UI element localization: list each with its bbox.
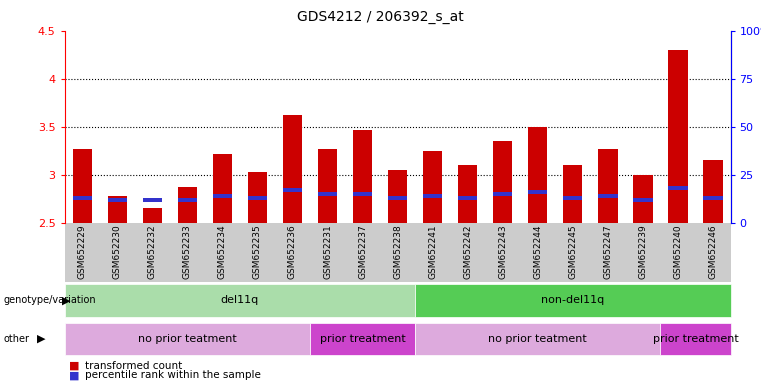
Bar bbox=[458, 196, 477, 200]
Bar bbox=[107, 198, 127, 202]
Bar bbox=[598, 149, 617, 223]
Text: GDS4212 / 206392_s_at: GDS4212 / 206392_s_at bbox=[297, 10, 464, 23]
Bar bbox=[72, 196, 92, 200]
Bar bbox=[563, 196, 582, 200]
Text: prior treatment: prior treatment bbox=[320, 334, 406, 344]
Bar bbox=[633, 175, 653, 223]
Text: del11q: del11q bbox=[221, 295, 259, 306]
Bar bbox=[283, 188, 302, 192]
Text: prior treatment: prior treatment bbox=[653, 334, 738, 344]
Bar bbox=[633, 198, 653, 202]
Bar bbox=[353, 130, 372, 223]
Bar bbox=[248, 172, 267, 223]
Text: other: other bbox=[4, 334, 30, 344]
Bar bbox=[213, 154, 232, 223]
Bar bbox=[388, 170, 407, 223]
Text: non-del11q: non-del11q bbox=[541, 295, 604, 306]
Text: percentile rank within the sample: percentile rank within the sample bbox=[85, 370, 261, 380]
Bar bbox=[528, 127, 547, 223]
Bar bbox=[142, 198, 162, 202]
Bar bbox=[423, 194, 442, 198]
Bar bbox=[283, 115, 302, 223]
Bar bbox=[703, 196, 723, 200]
Text: ▶: ▶ bbox=[62, 295, 71, 306]
Bar bbox=[458, 165, 477, 223]
Bar bbox=[178, 187, 197, 223]
Text: ■: ■ bbox=[68, 370, 79, 380]
Text: transformed count: transformed count bbox=[85, 361, 183, 371]
Bar bbox=[668, 186, 688, 190]
Bar bbox=[318, 149, 337, 223]
Bar bbox=[72, 149, 92, 223]
Bar bbox=[493, 192, 512, 196]
Bar bbox=[178, 198, 197, 202]
Bar bbox=[703, 161, 723, 223]
Text: ■: ■ bbox=[68, 361, 79, 371]
Bar bbox=[248, 196, 267, 200]
Bar bbox=[388, 196, 407, 200]
Text: genotype/variation: genotype/variation bbox=[4, 295, 97, 306]
Text: no prior teatment: no prior teatment bbox=[489, 334, 587, 344]
Text: ▶: ▶ bbox=[37, 334, 45, 344]
Bar bbox=[598, 194, 617, 198]
Bar bbox=[493, 141, 512, 223]
Bar bbox=[142, 209, 162, 223]
Bar bbox=[528, 190, 547, 194]
Bar bbox=[353, 192, 372, 196]
Bar bbox=[423, 151, 442, 223]
Bar bbox=[213, 194, 232, 198]
Text: no prior teatment: no prior teatment bbox=[138, 334, 237, 344]
Bar bbox=[318, 192, 337, 196]
Bar bbox=[107, 196, 127, 223]
Bar bbox=[668, 50, 688, 223]
Bar bbox=[563, 165, 582, 223]
